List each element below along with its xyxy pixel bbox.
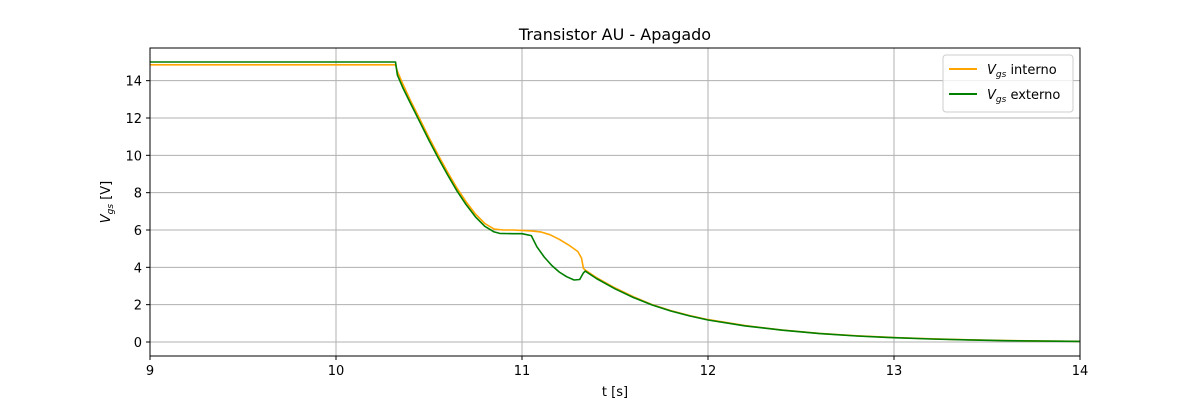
y-tick-label: 4: [134, 261, 142, 276]
x-tick-label: 12: [700, 364, 717, 379]
lines-layer: [150, 61, 1081, 343]
x-tick-label: 11: [514, 364, 531, 379]
series-line-externo: [150, 61, 1081, 343]
y-tick-label: 10: [125, 149, 142, 164]
y-tick-label: 0: [134, 336, 142, 351]
legend-label-interno-text: interno: [1006, 63, 1056, 78]
legend-label-externo-text: externo: [1006, 88, 1060, 103]
x-tick-label: 13: [886, 364, 903, 379]
x-tick-label: 9: [146, 364, 154, 379]
legend-label-interno-symbol: V: [987, 63, 997, 78]
grid-layer: [149, 48, 1081, 356]
y-tick-label: 14: [125, 75, 142, 90]
legend-label-externo-subscript: gs: [996, 95, 1007, 105]
plot-frame: [149, 47, 1081, 357]
y-axis-label-unit: [V]: [99, 181, 114, 204]
y-tick-label: 8: [134, 187, 142, 202]
y-axis-label-symbol: V: [99, 213, 114, 223]
x-axis-label: t [s]: [602, 385, 628, 400]
legend: Vgs interno Vgs externo: [942, 54, 1074, 113]
legend-label-externo: Vgs externo: [987, 88, 1060, 105]
y-tick-label: 2: [134, 299, 142, 314]
x-tick-label: 14: [1072, 364, 1089, 379]
chart-title: Transistor AU - Apagado: [518, 25, 711, 44]
y-tick-label: 12: [125, 112, 142, 127]
x-tick-label: 10: [328, 364, 345, 379]
ticks-layer: 9 10 11 12 13 14 0 2 4 6 8 10 12 14: [125, 75, 1088, 379]
legend-label-externo-symbol: V: [987, 88, 997, 103]
y-axis-label: Vgs [V]: [99, 181, 116, 223]
legend-label-interno: Vgs interno: [987, 63, 1057, 80]
series-line-interno: [150, 64, 1081, 343]
legend-label-interno-subscript: gs: [996, 70, 1007, 80]
y-axis-label-subscript: gs: [106, 204, 116, 215]
y-tick-label: 6: [134, 224, 142, 239]
